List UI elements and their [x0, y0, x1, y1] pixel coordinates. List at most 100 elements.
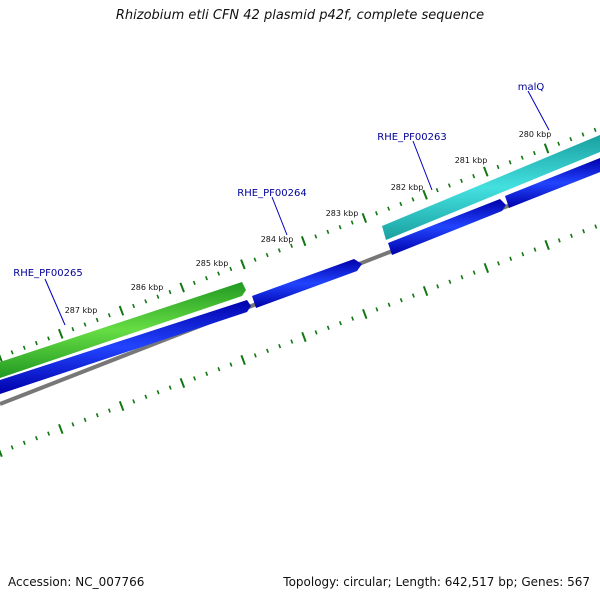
gene-label-rhe-pf00264[interactable]: RHE_PF00264	[237, 188, 306, 199]
outer-ring-tick	[132, 303, 136, 309]
outer-ring-tick	[95, 317, 99, 323]
outer-ring-tick	[144, 299, 148, 304]
inner-ring-tick	[217, 367, 221, 372]
cds-arrow-2[interactable]	[252, 259, 362, 308]
inner-ring-tick	[266, 348, 269, 353]
tick-label-285: 285 kbp	[196, 259, 229, 268]
inner-ring-tick	[240, 354, 246, 366]
outer-ring-tick	[156, 294, 160, 299]
outer-ring-tick	[447, 183, 451, 188]
inner-ring-tick	[411, 293, 415, 298]
malq-leader	[527, 90, 550, 131]
inner-ring-tick	[375, 307, 379, 312]
tick-label-282: 282 kbp	[391, 183, 424, 192]
outer-ring-tick	[460, 178, 463, 183]
inner-tick-ring	[0, 224, 598, 458]
gene-label-rhe-pf00263[interactable]: RHE_PF00263	[377, 132, 446, 143]
inner-ring-tick	[472, 270, 476, 275]
inner-ring-tick	[497, 261, 500, 266]
outer-ring-tick	[422, 189, 428, 200]
outer-ring-tick	[326, 229, 330, 234]
cds-arrow-1[interactable]	[0, 300, 251, 394]
outer-ring-tick	[265, 252, 269, 258]
outer-ring-tick	[118, 305, 125, 316]
outer-ring-tick	[350, 220, 354, 225]
outer-ring-tick	[22, 345, 26, 350]
outer-ring-tick	[71, 327, 75, 332]
outer-ring-tick	[253, 257, 257, 262]
inner-ring-tick	[422, 285, 429, 297]
outer-ring-tick	[508, 160, 512, 165]
inner-ring-tick	[22, 440, 26, 445]
outer-ring-tick	[57, 328, 64, 339]
inner-ring-tick	[290, 339, 294, 344]
tick-label-283: 283 kbp	[326, 209, 359, 218]
outer-ring-tick	[569, 137, 573, 142]
inner-ring-tick	[168, 385, 172, 390]
outer-ring-tick	[532, 150, 536, 156]
tick-label-287: 287 kbp	[65, 306, 98, 315]
inner-ring-tick	[253, 353, 257, 358]
inner-ring-tick	[156, 390, 160, 395]
inner-ring-tick	[521, 252, 525, 257]
inner-ring-tick	[179, 377, 186, 389]
inner-ring-tick	[544, 239, 550, 251]
outer-ring-tick	[472, 174, 476, 179]
gene-label-rhe-pf00265[interactable]: RHE_PF00265	[13, 268, 82, 279]
inner-ring-tick	[132, 399, 136, 404]
gene-rhe-pf00265-arrow[interactable]	[0, 282, 246, 378]
inner-ring-tick	[278, 344, 282, 349]
outer-ring-tick	[300, 236, 307, 247]
outer-ring-tick	[0, 354, 3, 363]
outer-ring-tick	[179, 282, 185, 293]
outer-ring-tick	[435, 188, 439, 193]
outer-ring-tick	[34, 340, 38, 346]
tick-label-286: 286 kbp	[131, 283, 164, 292]
outer-ring-tick	[543, 143, 550, 154]
cds-arrow-3[interactable]	[388, 199, 506, 255]
outer-ring-tick	[240, 259, 246, 270]
outer-ring-tick	[83, 322, 87, 327]
tick-label-284: 284 kbp	[261, 235, 294, 244]
inner-ring-tick	[351, 316, 355, 321]
outer-ring-tick	[205, 276, 208, 281]
inner-ring-tick	[338, 321, 342, 326]
inner-ring-tick	[205, 371, 209, 376]
outer-ring-tick	[229, 266, 233, 272]
rhe-pf00265-leader	[44, 278, 66, 326]
inner-ring-tick	[71, 422, 75, 427]
inner-ring-tick	[533, 247, 537, 252]
genome-stats-text: Topology: circular; Length: 642,517 bp; …	[283, 575, 590, 589]
inner-ring-tick	[95, 413, 99, 418]
inner-ring-tick	[594, 224, 598, 229]
outer-ring-tick	[593, 127, 597, 132]
inner-ring-tick	[399, 298, 403, 303]
gene-malq-arrow[interactable]	[382, 135, 600, 240]
gene-label-malq[interactable]: malQ	[518, 82, 545, 93]
outer-ring-tick	[290, 243, 293, 248]
outer-ring-tick	[557, 141, 561, 146]
outer-ring-tick	[375, 211, 378, 216]
inner-ring-tick	[582, 229, 586, 234]
outer-ring-tick	[387, 206, 391, 211]
inner-ring-tick	[301, 331, 307, 343]
cds-arrow-4[interactable]	[505, 158, 600, 208]
inner-ring-tick	[436, 284, 440, 289]
inner-ring-tick	[118, 400, 125, 412]
accession-text: Accession: NC_007766	[8, 575, 145, 589]
outer-ring-tick	[107, 313, 111, 318]
inner-ring-tick	[314, 330, 318, 335]
outer-ring-tick	[168, 289, 172, 295]
outer-ring-tick	[496, 164, 500, 170]
outer-ring-tick	[338, 225, 342, 230]
inner-ring-tick	[557, 238, 561, 243]
inner-ring-tick	[35, 436, 38, 441]
outer-ring-tick	[399, 201, 403, 207]
outer-ring-tick	[47, 336, 51, 341]
inner-ring-tick	[0, 449, 3, 458]
inner-ring-tick	[58, 423, 64, 435]
outer-ring-tick	[10, 350, 14, 355]
inner-ring-tick	[47, 431, 51, 436]
inner-ring-tick	[362, 308, 368, 320]
outer-ring-tick	[581, 132, 585, 137]
